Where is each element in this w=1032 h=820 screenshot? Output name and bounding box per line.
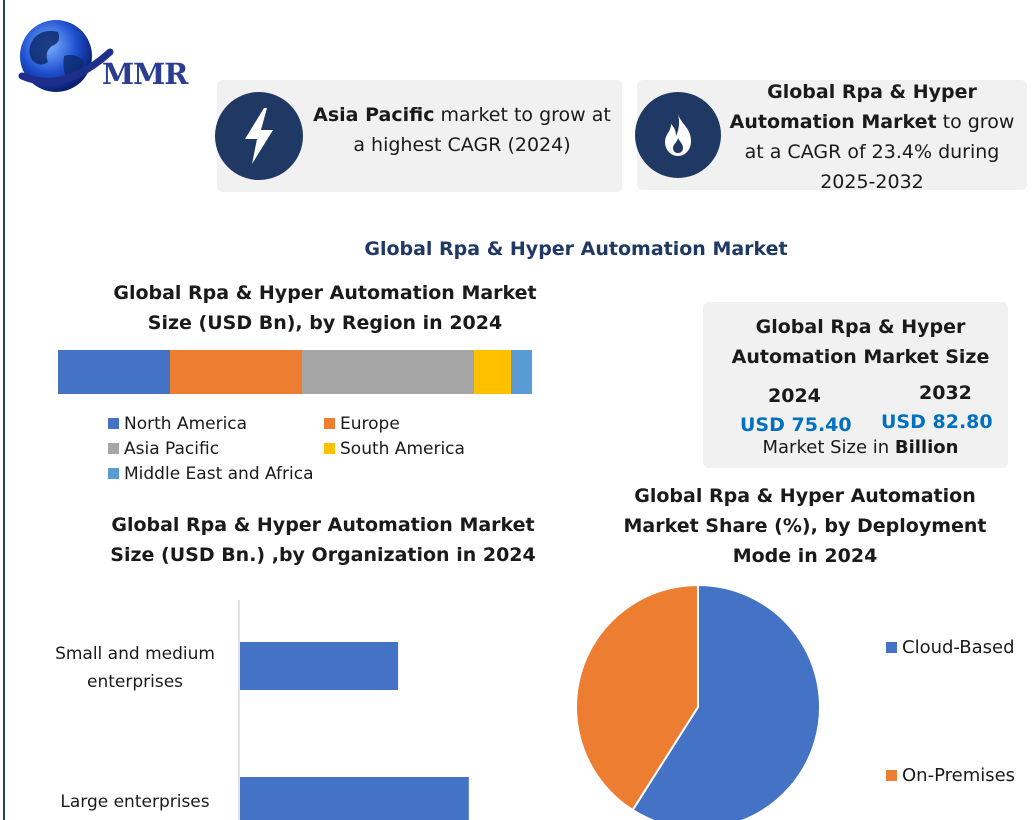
highlight-text-cagr: Global Rpa & Hyper Automation Market to … [727, 77, 1017, 197]
market-size-title: Global Rpa & Hyper Automation Market Siz… [731, 316, 990, 368]
globe-icon [18, 20, 114, 92]
highlight-rest: market to grow at a highest CAGR (2024) [353, 104, 611, 156]
region-bar-segment [58, 350, 170, 394]
org-bar-chart: Small and medium enterprises Large enterpr… [55, 600, 469, 820]
page-frame-line [3, 0, 5, 820]
market-size-note: Market Size in Billion [703, 437, 1018, 458]
legend-label: South America [340, 439, 465, 459]
org-chart-title: Global Rpa & Hyper Automation Market Siz… [110, 514, 536, 566]
org-category-label: Small and medium enterprises [55, 644, 215, 692]
region-chart-title: Global Rpa & Hyper Automation Market Siz… [113, 282, 537, 334]
year-2024: 2024 [768, 385, 821, 407]
highlight-rest: to grow at a CAGR of 23.4% during 2025-2… [744, 111, 1015, 193]
highlight-text-asia: Asia Pacific market to grow at a highest… [312, 100, 612, 160]
pie-slice [575, 583, 699, 812]
region-bar-segment [301, 350, 475, 394]
org-category-label: Large enterprises [60, 792, 209, 812]
region-legend-item: Asia Pacific [108, 437, 219, 462]
pie-legend-cloud: Cloud-Based [886, 637, 1015, 658]
highlight-card-cagr: Global Rpa & Hyper Automation Market to … [635, 80, 1027, 193]
org-bar [240, 777, 469, 820]
region-legend-item: Middle East and Africa [108, 462, 314, 487]
region-bar-segment [510, 350, 532, 394]
legend-label: Cloud-Based [902, 637, 1015, 658]
region-legend-item: North America [108, 412, 247, 437]
legend-swatch [108, 468, 119, 479]
region-bar-segment [169, 350, 302, 394]
region-legend-item: Europe [324, 412, 400, 437]
legend-swatch [108, 443, 119, 454]
deploy-pie-chart [575, 583, 821, 820]
highlight-bold: Asia Pacific [313, 104, 435, 126]
mmr-logo: MMR [14, 16, 189, 96]
market-size-card: Global Rpa & Hyper Automation Market Siz… [703, 302, 1008, 468]
legend-label: North America [124, 414, 248, 434]
highlight-card-asia: Asia Pacific market to grow at a highest… [215, 80, 622, 192]
pie-legend-onprem: On-Premises [886, 765, 1015, 786]
legend-label: Europe [340, 414, 400, 434]
legend-swatch [324, 443, 335, 454]
legend-label: On-Premises [902, 765, 1016, 786]
legend-swatch [886, 642, 897, 653]
legend-swatch [886, 770, 897, 781]
year-2032: 2032 [919, 382, 972, 404]
legend-swatch [324, 418, 335, 429]
lightning-icon [215, 92, 303, 180]
logo-text: MMR [102, 57, 188, 91]
region-bar-segment [474, 350, 511, 394]
highlight-bold: Global Rpa & Hyper Automation Market [729, 81, 977, 133]
flame-icon [635, 92, 721, 178]
legend-swatch [108, 418, 119, 429]
org-bar [240, 642, 399, 690]
legend-label: Middle East and Africa [124, 464, 314, 484]
region-stacked-bar [58, 350, 532, 394]
note-prefix: Market Size in [762, 437, 895, 458]
pie-slice [631, 583, 821, 820]
main-title: Global Rpa & Hyper Automation Market [364, 238, 788, 260]
note-unit: Billion [894, 437, 959, 458]
legend-label: Asia Pacific [124, 439, 220, 459]
region-legend-item: South America [324, 437, 465, 462]
deploy-chart-title: Global Rpa & Hyper Automation Market Sha… [623, 485, 987, 567]
value-2032: USD 82.80 [881, 411, 993, 433]
value-2024: USD 75.40 [740, 414, 852, 436]
